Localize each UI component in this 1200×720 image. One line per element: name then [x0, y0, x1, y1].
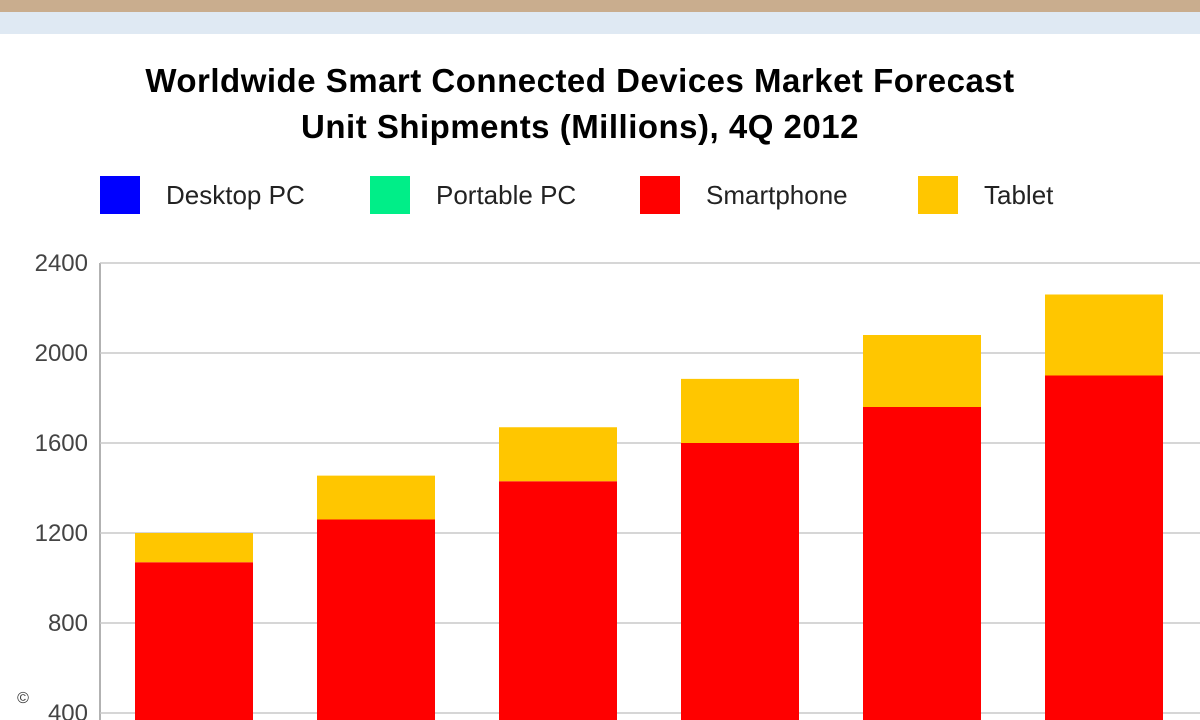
- legend-label-portable-pc: Portable PC: [436, 180, 577, 210]
- bar-2-tablet[interactable]: [317, 475, 435, 520]
- bar-5-tablet[interactable]: [863, 335, 981, 407]
- bar-1-tablet[interactable]: [135, 533, 253, 563]
- legend-label-tablet: Tablet: [984, 180, 1054, 210]
- top-band: [0, 12, 1200, 34]
- legend-swatch-smartphone: [640, 176, 680, 214]
- bar-2-smartphone[interactable]: [317, 519, 435, 720]
- chart-title: Worldwide Smart Connected Devices Market…: [0, 58, 1160, 150]
- bar-3-tablet[interactable]: [499, 427, 617, 482]
- y-tick-label-2000: 2000: [35, 340, 88, 367]
- bar-6-smartphone[interactable]: [1045, 375, 1163, 720]
- chart-title-line-2: Unit Shipments (Millions), 4Q 2012: [301, 108, 859, 145]
- bar-4-tablet[interactable]: [681, 378, 799, 443]
- y-tick-label-1200: 1200: [35, 520, 88, 547]
- legend-label-desktop-pc: Desktop PC: [166, 180, 305, 210]
- y-tick-label-800: 800: [48, 610, 88, 637]
- bar-5-smartphone[interactable]: [863, 407, 981, 720]
- y-tick-label-1600: 1600: [35, 430, 88, 457]
- bar-3-smartphone[interactable]: [499, 481, 617, 720]
- bar-1-smartphone[interactable]: [135, 562, 253, 720]
- chart-title-line-1: Worldwide Smart Connected Devices Market…: [145, 62, 1015, 99]
- bar-4-smartphone[interactable]: [681, 443, 799, 720]
- legend-label-smartphone: Smartphone: [706, 180, 848, 210]
- y-tick-label-2400: 2400: [35, 250, 88, 277]
- legend-swatch-tablet: [918, 176, 958, 214]
- legend-swatch-portable-pc: [370, 176, 410, 214]
- legend-swatch-desktop-pc: [100, 176, 140, 214]
- bar-6-tablet[interactable]: [1045, 294, 1163, 376]
- copyright-mark: ©: [12, 688, 34, 710]
- top-border: [0, 0, 1200, 12]
- y-tick-label-400: 400: [48, 700, 88, 720]
